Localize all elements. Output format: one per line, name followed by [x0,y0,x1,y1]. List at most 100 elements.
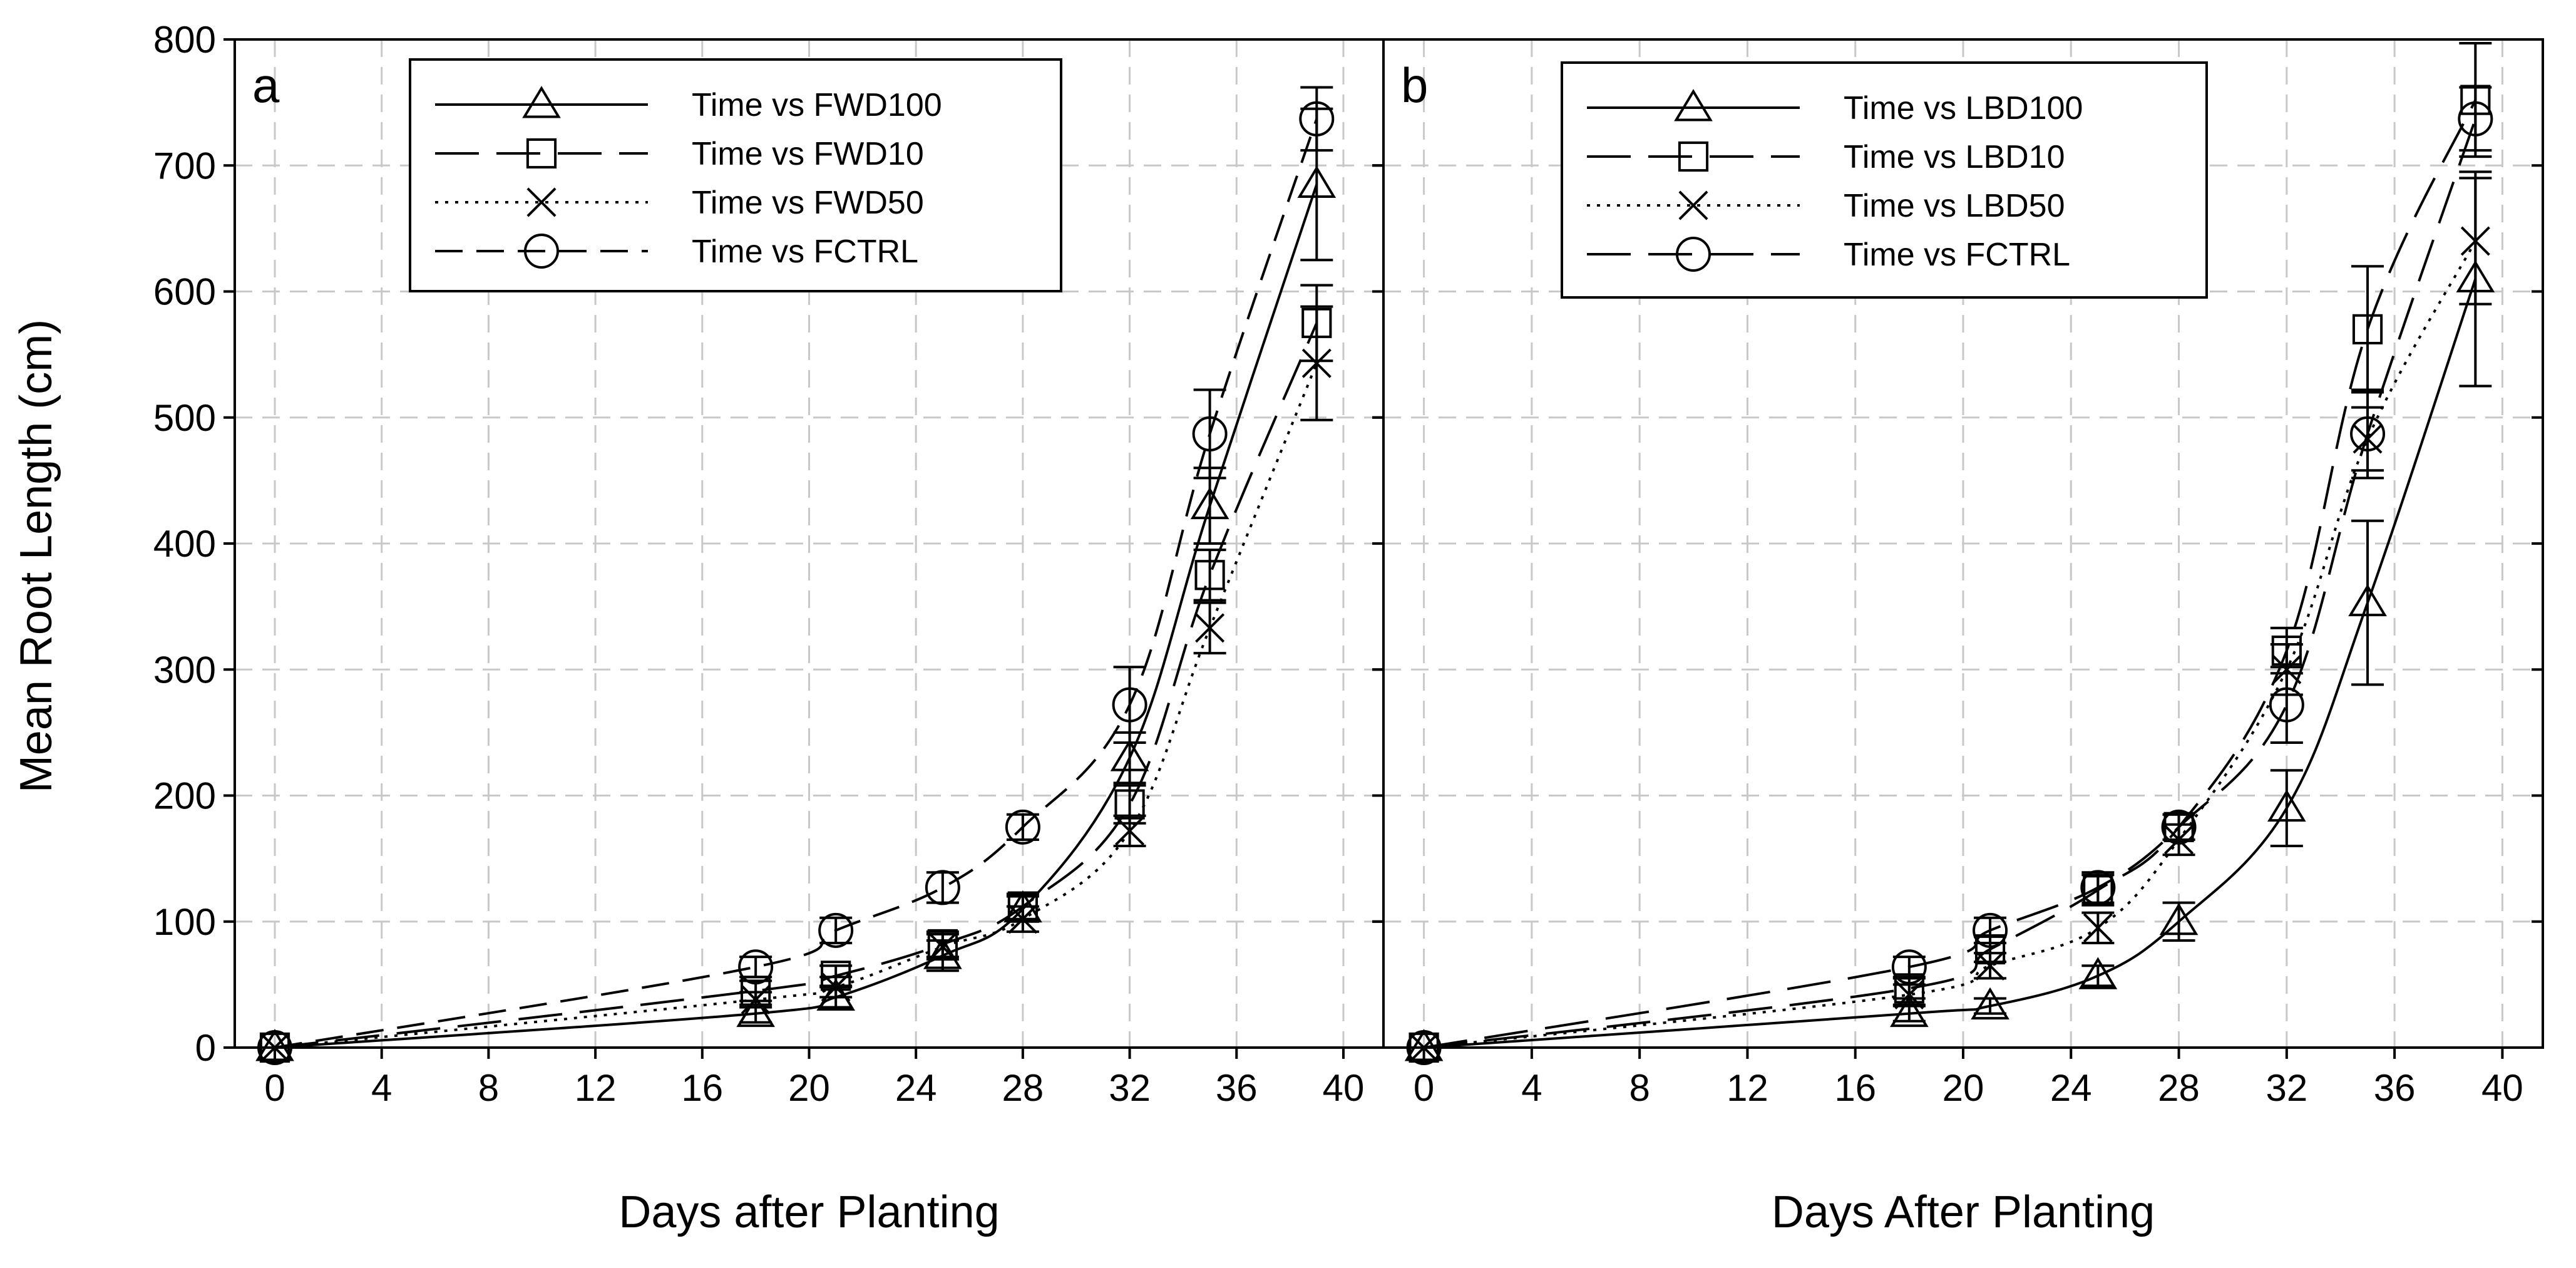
legend: Time vs LBD100 Time vs LBD10 Time vs LBD50… [1561,61,2208,299]
y-tick-label: 100 [153,901,216,943]
legend-marker [1676,237,1711,272]
panel-a: 0 4 8 12 16 20 24 28 32 36 40010020030040050060070… [153,19,1385,1237]
data-point [2161,809,2197,845]
data-point [2460,226,2490,256]
legend-marker [1678,141,1709,172]
error-bar [1974,997,2007,1015]
x-tick-label: 36 [1216,1067,1258,1109]
series-time-vs-fwd10 [259,284,1333,1063]
y-tick-label: 200 [153,775,216,817]
x-tick-label: 24 [2050,1067,2092,1109]
data-point [1894,979,1924,1009]
x-tick-label: 4 [371,1067,392,1109]
legend-marker [522,86,561,118]
data-point [1301,348,1332,378]
y-tick-label: 300 [153,649,216,691]
error-bar [2351,388,2384,480]
x-tick-label: 0 [264,1067,285,1109]
error-bar [2351,519,2384,686]
error-bar [1193,466,1226,545]
data-point [1005,809,1040,845]
legend-marker [526,138,557,169]
data-point [2348,584,2387,617]
error-bar [2270,769,2303,847]
data-point [741,985,771,1015]
legend-box [1561,61,2208,299]
x-tick-label: 8 [1629,1067,1650,1109]
x-tick-label: 32 [1109,1067,1151,1109]
series-time-vs-fwd50 [260,305,1333,1063]
legend-label: Time vs FCTRL [1844,237,2070,273]
y-tick-label: 600 [153,271,216,313]
error-bar [1193,388,1226,480]
x-tick-label: 40 [1323,1067,1365,1109]
series-line [1424,99,2477,1049]
error-bar [2351,265,2384,394]
data-point [1299,101,1335,137]
series-line [274,363,1318,1049]
y-tick-label: 0 [195,1027,216,1069]
data-point [2080,870,2116,905]
data-point [928,932,958,962]
series-time-vs-fctrl [1406,86,2493,1065]
legend-label: Time vs LBD50 [1844,188,2065,224]
data-point [1192,416,1228,451]
error-bar [2459,86,2492,152]
error-bar [1006,813,1039,841]
data-point [1406,1030,1442,1065]
x-tick-label: 12 [575,1067,617,1109]
legend-box [409,58,1062,292]
legend-marker [1678,190,1708,220]
data-point [1112,687,1147,723]
data-point [1190,487,1229,520]
data-point [257,1030,293,1065]
series-time-vs-fctrl [257,86,1335,1065]
data-point [2350,416,2386,451]
x-axis-title: Days After Planting [1772,1187,2155,1237]
data-point [1297,165,1337,198]
data-point [1890,994,1929,1028]
series-line [274,322,1318,1049]
y-tick-label: 400 [153,523,216,565]
y-tick-label: 500 [153,397,216,439]
data-point [821,972,851,1002]
x-tick-label: 0 [1414,1067,1434,1109]
data-point [259,1032,290,1063]
x-tick-label: 28 [2158,1067,2200,1109]
x-tick-label: 24 [895,1067,937,1109]
data-point [1973,912,2008,948]
error-bar [1300,86,1333,152]
data-point [818,912,854,948]
data-point [2352,314,2383,344]
legend-label: Time vs FWD100 [692,87,942,123]
x-tick-label: 36 [2374,1067,2416,1109]
x-tick-label: 20 [1942,1067,1984,1109]
data-point [1008,904,1038,934]
y-axis-title: Mean Root Length (cm) [11,319,61,793]
y-tick-label: 700 [153,145,216,187]
series-time-vs-lbd50 [1409,177,2492,1063]
x-tick-label: 32 [2266,1067,2307,1109]
error-bar [1892,956,1926,979]
panel-label: b [1401,58,1428,113]
x-tick-label: 12 [1727,1067,1768,1109]
legend-label: Time vs FWD50 [692,185,924,221]
x-tick-label: 16 [681,1067,723,1109]
data-point [925,870,960,905]
x-axis-title: Days after Planting [618,1187,999,1237]
data-point [2458,101,2493,137]
data-point [2159,902,2199,936]
data-point [1115,816,1145,846]
data-point [1975,951,2005,981]
data-point [1971,987,2009,1020]
data-point [2267,789,2306,822]
legend-marker [524,234,559,269]
x-tick-label: 4 [1521,1067,1542,1109]
error-bar [739,956,772,979]
legend: Time vs FWD100 Time vs FWD10 Time vs FWD50… [409,58,1062,292]
panel-b: 0 4 8 12 16 20 24 28 32 36 40 Days After Planting b T… [1372,38,2544,1237]
legend-label: Time vs LBD100 [1844,90,2083,126]
data-point [2269,687,2304,723]
data-point [1194,560,1225,590]
